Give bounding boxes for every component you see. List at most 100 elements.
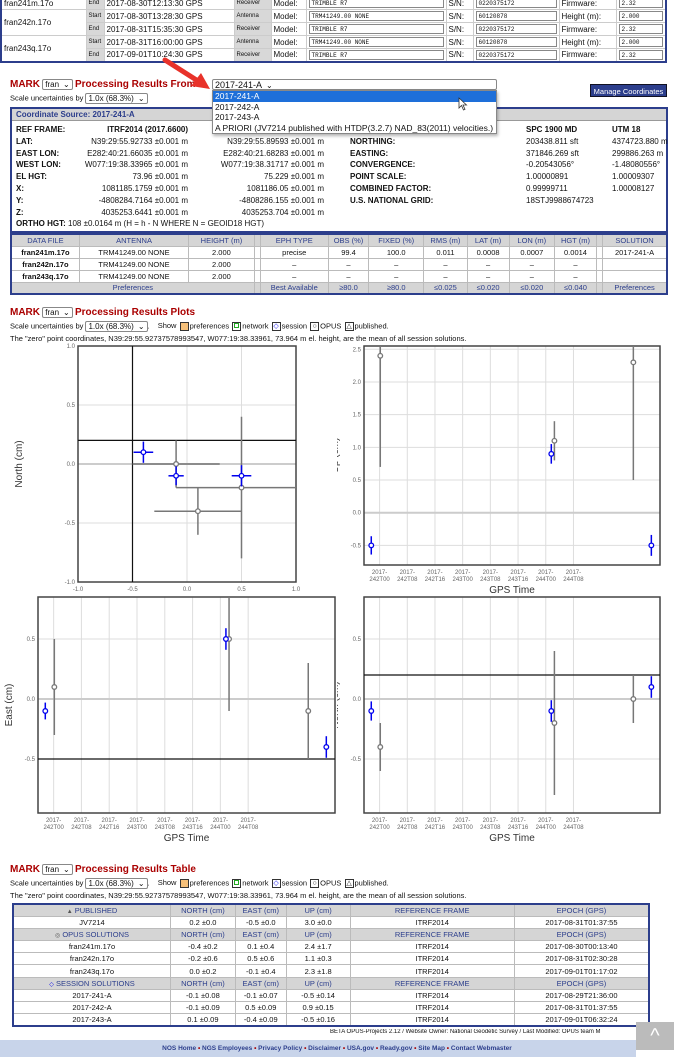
grid-label: NORTHING: [350,136,396,146]
field-input[interactable]: 2.32 [618,49,663,60]
pref-cell[interactable]: Preferences [10,281,255,295]
cell: – [553,269,598,283]
footer-link[interactable]: NOS Home [162,1045,197,1052]
manage-coordinates-button[interactable]: Manage Coordinates [590,84,667,97]
legend-label: network [242,321,269,331]
footer-link[interactable]: NGS Employees [202,1045,253,1052]
grid-label: U.S. NATIONAL GRID: [350,195,434,205]
cell: precise [259,245,329,259]
session-toggle[interactable]: ◇ [271,879,281,888]
y-tick-label: 1.0 [67,344,76,350]
field-input[interactable]: 2.000 [618,37,663,47]
result-row: 2017-243-A 0.1 ±0.09 -0.4 ±0.09 -0.5 ±0.16 I… [12,1013,650,1027]
field-input[interactable]: 2.32 [618,0,663,8]
scale-label: Scale uncertainties by [10,93,84,103]
column-header: UP (cm) [285,903,351,917]
utm-value: 1.00008127 [612,184,655,193]
cell: 2017-241-A [12,988,171,1003]
model-input[interactable]: TRIMBLE R7 [308,49,444,60]
sn-label: S/N: [445,0,474,10]
pref-cell[interactable]: Preferences [602,281,668,295]
column-header: UP (cm) [285,976,351,990]
y-tick-label: -0.5 [351,543,362,549]
cell: – [259,269,329,283]
result-row: JV7214 0.2 ±0.0 -0.5 ±0.0 3.0 ±0.0 ITRF2014 2… [12,915,650,929]
pref-cell: ≤0.020 [466,281,510,295]
y-tick-label: -0.5 [25,757,36,763]
session-time: 2017-08-31T16:00:00 GPS [103,35,235,49]
footer-link[interactable]: Privacy Policy [258,1045,303,1052]
column-header: EPOCH (GPS) [513,927,650,942]
cell: ITRF2014 [349,988,515,1003]
field-input[interactable]: 2.000 [618,11,663,21]
serial-number-input[interactable]: 60120878 [475,11,557,21]
footer-link[interactable]: USA.gov [346,1045,375,1052]
dropdown-option[interactable]: 2017-242-A [215,101,260,112]
cell: fran242n.17o [10,257,80,271]
marker [648,684,655,690]
cell: -0.4 ±0.2 [170,940,236,954]
serial-number-input[interactable]: 0220375172 [475,49,557,60]
mark-label: MARK [10,307,40,318]
scale-select[interactable]: 1.0x (68.3%) [85,878,148,889]
cell: TRM41249.00 NONE [78,269,190,283]
network-toggle[interactable] [232,879,242,888]
marker [305,708,312,714]
mouse-cursor-icon [458,97,468,111]
y-tick-label: 0.5 [27,637,36,643]
cell: 0.5 ±0.09 [234,1000,287,1015]
scale-select[interactable]: 1.0x (68.3%) [85,93,148,104]
y-tick-label: 0.5 [353,478,362,484]
session-toggle[interactable]: ◇ [271,322,281,331]
up-time-plot: 2017-242T00 2017-242T08 2017-242T16 2017-24… [337,345,661,595]
session-info-table: fran241m.17o End 2017-08-30T12:13:30 GPS … [0,0,667,63]
field-label: Firmware: [558,22,617,36]
mark-select[interactable]: fran [42,79,73,91]
serial-number-input[interactable]: 0220375172 [475,24,557,34]
dropdown-option[interactable]: 2017-241-A [213,91,496,102]
dropdown-option[interactable]: A PRIORI (JV7214 published with HTDP(3.2… [215,122,494,133]
published-toggle[interactable]: △ [344,322,354,331]
equipment-type: Receiver [233,48,272,62]
model-input[interactable]: TRM41249.00 NONE [308,11,444,21]
legend-label: OPUS [320,878,342,888]
mark-select[interactable]: fran [42,864,73,876]
footer-link[interactable]: Disclaimer [308,1045,342,1052]
OPUS-point [176,416,296,559]
published-toggle[interactable]: △ [344,879,354,888]
network-toggle[interactable] [232,322,242,331]
data-file-table: DATA FILE ANTENNA HEIGHT (m) EPH TYPE OBS (%… [10,233,668,295]
cell: 0.9 ±0.15 [285,1000,351,1015]
OPUS-point [51,639,58,735]
column-header: REFERENCE FRAME [349,927,515,942]
coord-label: X: [16,184,24,193]
cell: -0.1 ±0.4 [234,964,287,978]
marker [42,708,49,714]
footer-link[interactable]: Contact Webmaster [450,1045,512,1052]
model-input[interactable]: TRIMBLE R7 [308,0,444,8]
serial-number-input[interactable]: 60120878 [475,37,557,47]
session-point [323,736,330,758]
x-tick-label: 2017-244T00 [536,570,557,583]
y-tick-label: -1.0 [65,580,76,586]
x-tick-label: 2017-244T08 [238,818,259,831]
preferences-toggle[interactable] [179,879,189,888]
opus-toggle[interactable]: ○ [310,322,320,331]
field-input[interactable]: 2.32 [618,24,663,34]
footer-link[interactable]: Site Map [418,1045,445,1052]
dropdown-option[interactable]: 2017-243-A [215,112,260,122]
scale-select[interactable]: 1.0x (68.3%) [85,321,148,332]
results-from-dropdown[interactable]: 2017-241-A 2017-242-A 2017-243-A A PRIORI (… [212,90,497,134]
footer-link[interactable]: Ready.gov [379,1045,413,1052]
model-input[interactable]: TRIMBLE R7 [308,24,444,34]
serial-number-input[interactable]: 0220375172 [475,0,557,8]
model-input[interactable]: TRM41249.00 NONE [308,37,444,47]
x-tick-label: 2017-243T16 [182,818,203,831]
x-tick-label: 2017-242T16 [425,570,446,583]
results-from-select[interactable]: 2017-241-A [212,79,497,90]
scroll-to-top-button[interactable]: ^ [636,1022,674,1050]
preferences-toggle[interactable] [179,322,189,331]
cell: – [423,257,468,271]
opus-toggle[interactable]: ○ [310,879,320,888]
mark-select[interactable]: fran [42,307,73,319]
